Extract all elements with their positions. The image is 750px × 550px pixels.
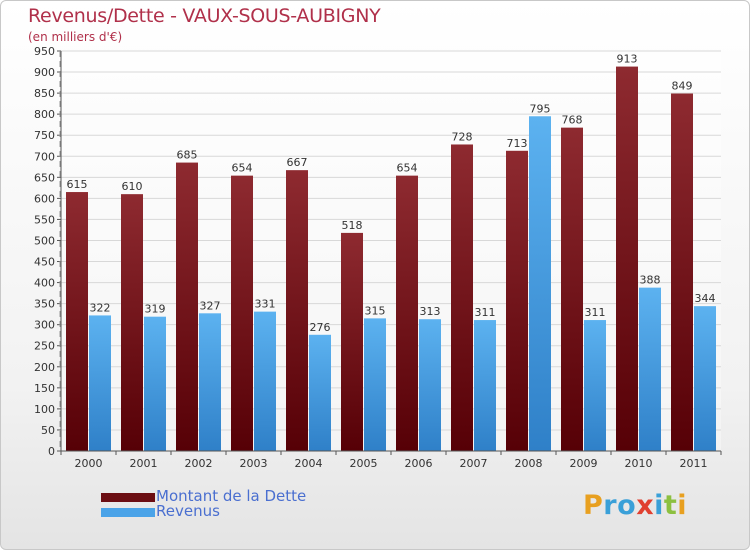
y-tick-label: 400 (34, 277, 55, 290)
data-label: 654 (232, 162, 253, 175)
bar-revenus (309, 334, 331, 451)
bar-debt (286, 170, 308, 451)
bar-revenus (144, 316, 166, 451)
data-label: 313 (420, 305, 441, 318)
y-tick-label: 650 (34, 171, 55, 184)
bar-revenus (199, 313, 221, 451)
bar-revenus (694, 306, 716, 451)
legend-label-debt: Montant de la Dette (156, 487, 307, 505)
data-label: 685 (177, 149, 198, 162)
bar-revenus (419, 319, 441, 451)
data-label: 315 (365, 304, 386, 317)
x-tick-label: 2004 (295, 457, 323, 470)
y-tick-label: 800 (34, 108, 55, 121)
logo-letter: r (603, 490, 618, 521)
y-tick-label: 600 (34, 192, 55, 205)
bar-revenus (639, 287, 661, 451)
x-tick-label: 2009 (570, 457, 598, 470)
legend-swatch-debt (101, 493, 155, 502)
chart-subtitle: (en milliers d'€) (28, 30, 123, 44)
data-label: 615 (67, 178, 88, 191)
bar-debt (506, 150, 528, 451)
y-tick-label: 300 (34, 319, 55, 332)
data-label: 276 (310, 321, 331, 334)
chart-title: Revenus/Dette - VAUX-SOUS-AUBIGNY (28, 5, 381, 27)
y-tick-label: 550 (34, 213, 55, 226)
x-tick-label: 2010 (625, 457, 653, 470)
y-tick-label: 700 (34, 150, 55, 163)
data-label: 654 (397, 162, 418, 175)
y-tick-label: 850 (34, 87, 55, 100)
data-label: 795 (530, 102, 551, 115)
bar-debt (616, 66, 638, 451)
data-label: 518 (342, 219, 363, 232)
y-tick-label: 450 (34, 256, 55, 269)
bar-revenus (254, 311, 276, 451)
y-tick-label: 200 (34, 361, 55, 374)
bar-debt (671, 93, 693, 452)
x-tick-label: 2001 (130, 457, 158, 470)
data-label: 849 (672, 80, 693, 93)
data-label: 311 (475, 306, 496, 319)
data-label: 311 (585, 306, 606, 319)
logo-letter: i (654, 490, 664, 521)
logo-letter: x (636, 490, 655, 521)
bar-debt (561, 127, 583, 451)
x-tick-label: 2011 (680, 457, 708, 470)
x-tick-label: 2005 (350, 457, 378, 470)
bar-revenus (584, 320, 606, 451)
data-label: 322 (90, 301, 111, 314)
data-label: 344 (695, 292, 716, 305)
logo-letter: i (677, 490, 688, 521)
y-tick-label: 0 (48, 445, 55, 458)
logo-letter: P (583, 490, 604, 521)
y-tick-label: 750 (34, 129, 55, 142)
y-tick-label: 900 (34, 66, 55, 79)
data-label: 610 (122, 180, 143, 193)
logo-letter: o (617, 490, 637, 521)
data-label: 728 (452, 130, 473, 143)
bar-revenus (89, 315, 111, 451)
y-tick-label: 500 (34, 234, 55, 247)
bar-revenus (529, 116, 551, 452)
y-tick-label: 350 (34, 298, 55, 311)
data-label: 713 (507, 137, 528, 150)
y-tick-label: 100 (34, 403, 55, 416)
x-tick-label: 2008 (515, 457, 543, 470)
bar-debt (66, 192, 88, 452)
legend-label-revenus: Revenus (156, 502, 220, 520)
data-label: 319 (145, 303, 166, 316)
y-tick-label: 50 (41, 424, 55, 437)
legend-swatch-revenus (101, 508, 155, 517)
data-label: 913 (617, 53, 638, 66)
proxiti-logo: Proxiti (583, 490, 687, 521)
data-label: 327 (200, 299, 221, 312)
bar-debt (396, 175, 418, 451)
bar-debt (121, 194, 143, 451)
bar-revenus (474, 320, 496, 451)
x-tick-label: 2003 (240, 457, 268, 470)
x-tick-label: 2007 (460, 457, 488, 470)
bar-revenus (364, 318, 386, 451)
bar-debt (231, 175, 253, 451)
x-tick-label: 2000 (75, 457, 103, 470)
data-label: 667 (287, 156, 308, 169)
data-label: 388 (640, 274, 661, 287)
logo-letter: t (663, 490, 678, 521)
y-tick-label: 150 (34, 382, 55, 395)
data-label: 768 (562, 114, 583, 127)
bar-debt (341, 232, 363, 451)
x-tick-label: 2006 (405, 457, 433, 470)
y-tick-label: 950 (34, 45, 55, 58)
x-tick-label: 2002 (185, 457, 213, 470)
plot-area (61, 51, 721, 451)
bar-debt (451, 144, 473, 451)
bar-debt (176, 162, 198, 451)
y-tick-label: 250 (34, 340, 55, 353)
data-label: 331 (255, 298, 276, 311)
